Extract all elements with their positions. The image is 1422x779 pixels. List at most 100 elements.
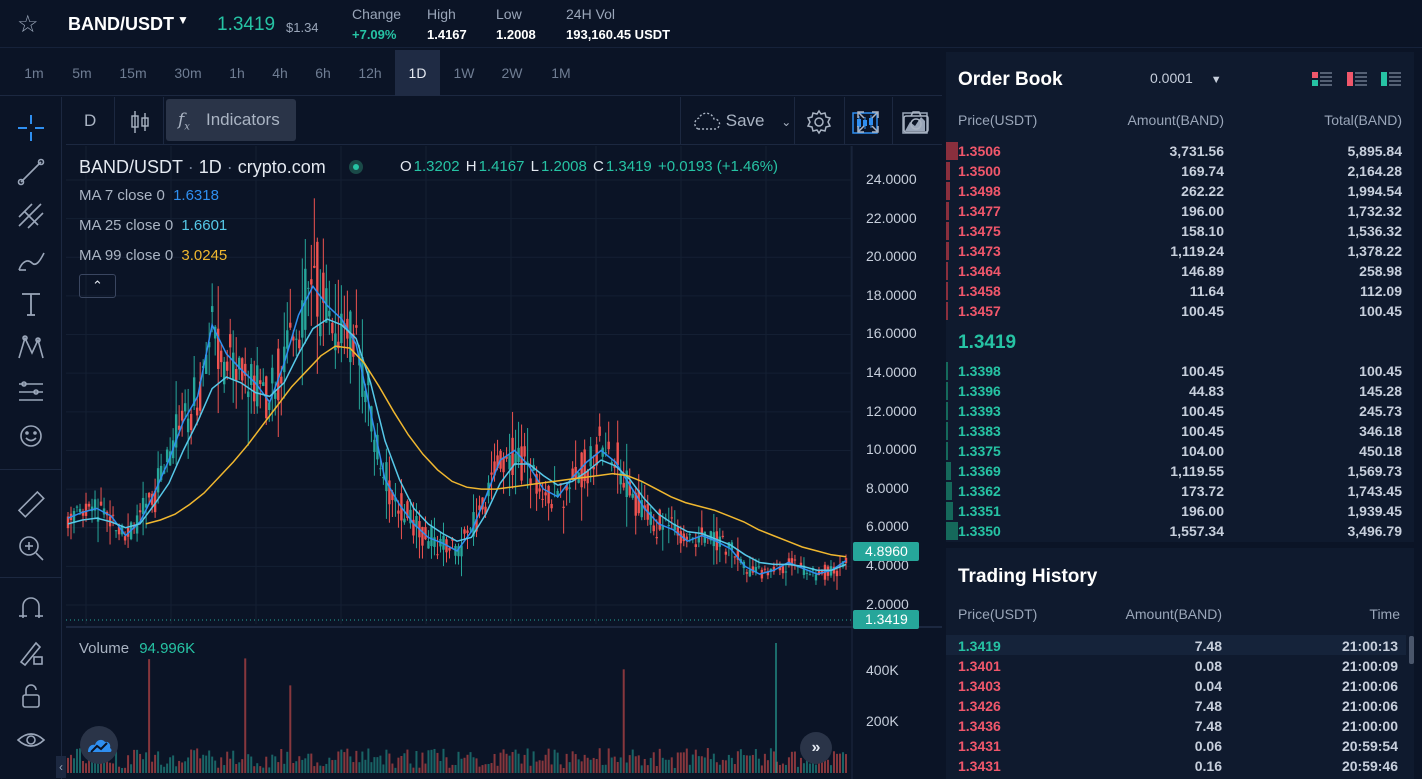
order-book-row[interactable]: 1.3506 3,731.56 5,895.84 bbox=[946, 141, 1414, 161]
trading-history-title: Trading History bbox=[958, 566, 1098, 587]
resolution-button[interactable]: D bbox=[84, 111, 97, 130]
order-book-row[interactable]: 1.3498 262.22 1,994.54 bbox=[946, 181, 1414, 201]
volume-bar bbox=[523, 754, 526, 773]
crosshair-icon[interactable] bbox=[14, 111, 48, 145]
book-bids-icon[interactable] bbox=[1381, 72, 1401, 86]
book-asks-icon[interactable] bbox=[1347, 72, 1367, 86]
order-book-row[interactable]: 1.3375 104.00 450.18 bbox=[946, 441, 1414, 461]
order-book-row[interactable]: 1.3500 169.74 2,164.28 bbox=[946, 161, 1414, 181]
interval-4h[interactable]: 4h bbox=[272, 65, 288, 81]
trade-time: 21:00:00 bbox=[1341, 718, 1398, 734]
order-book-row[interactable]: 1.3477 196.00 1,732.32 bbox=[946, 201, 1414, 221]
order-book-row[interactable]: 1.3383 100.45 346.18 bbox=[946, 421, 1414, 441]
volume-bar bbox=[142, 759, 145, 773]
volume-bar bbox=[574, 754, 577, 773]
order-book-row[interactable]: 1.3457 100.45 100.45 bbox=[946, 301, 1414, 321]
interval-12h[interactable]: 12h bbox=[358, 65, 382, 81]
trade-price: 1.3431 bbox=[958, 738, 1001, 754]
order-book-row[interactable]: 1.3393 100.45 245.73 bbox=[946, 401, 1414, 421]
order-book-row[interactable]: 1.3475 158.10 1,536.32 bbox=[946, 221, 1414, 241]
magnet-icon[interactable] bbox=[14, 591, 48, 625]
interval-1w[interactable]: 1W bbox=[453, 65, 475, 81]
order-book-row[interactable]: 1.3398 100.45 100.45 bbox=[946, 361, 1414, 381]
order-book-row[interactable]: 1.3464 146.89 258.98 bbox=[946, 261, 1414, 281]
book-both-icon[interactable] bbox=[1312, 72, 1332, 86]
collapse-legend-button[interactable]: ⌃ bbox=[79, 274, 116, 298]
interval-5m[interactable]: 5m bbox=[72, 65, 92, 81]
price-chart[interactable] bbox=[66, 146, 942, 779]
scroll-to-latest-button[interactable]: » bbox=[800, 732, 832, 764]
emoji-icon[interactable] bbox=[14, 419, 48, 453]
volume-bar bbox=[367, 748, 370, 773]
interval-1h[interactable]: 1h bbox=[229, 65, 245, 81]
lock-drawing-icon[interactable] bbox=[14, 635, 48, 669]
order-book-row[interactable]: 1.3396 44.83 145.28 bbox=[946, 381, 1414, 401]
candle-body bbox=[150, 493, 154, 505]
order-book-row[interactable]: 1.3351 196.00 1,939.45 bbox=[946, 501, 1414, 521]
volume-bar bbox=[727, 754, 730, 773]
candle-body bbox=[286, 330, 289, 349]
trade-row: 1.3419 7.48 21:00:13 bbox=[946, 635, 1406, 655]
volume-bar bbox=[625, 762, 628, 773]
last-price: 1.3419 bbox=[217, 14, 276, 35]
order-book-row[interactable]: 1.3473 1,119.24 1,378.22 bbox=[946, 241, 1414, 261]
tradingview-logo[interactable] bbox=[80, 726, 118, 764]
candle-body bbox=[397, 510, 400, 514]
brush-icon[interactable] bbox=[14, 243, 48, 277]
order-total: 346.18 bbox=[1359, 423, 1402, 439]
interval-30m[interactable]: 30m bbox=[174, 65, 202, 81]
depth-bar bbox=[946, 362, 948, 380]
candlestick-chart-icon[interactable] bbox=[852, 112, 878, 134]
candle-body bbox=[565, 485, 568, 491]
collapse-toolbar-button[interactable]: ‹ bbox=[56, 756, 66, 778]
text-tool-icon[interactable] bbox=[14, 287, 48, 321]
volume-bar bbox=[604, 764, 607, 773]
interval-1d[interactable]: 1D bbox=[395, 50, 440, 96]
order-book-row[interactable]: 1.3458 11.64 112.09 bbox=[946, 281, 1414, 301]
pair-selector[interactable]: BAND/USDT bbox=[68, 14, 174, 34]
volume-tick: 400K bbox=[866, 662, 899, 678]
settings-gear-icon[interactable] bbox=[806, 97, 832, 145]
interval-15m[interactable]: 15m bbox=[119, 65, 147, 81]
order-book-row[interactable]: 1.3350 1,557.34 3,496.79 bbox=[946, 521, 1414, 541]
volume-bar bbox=[544, 754, 547, 773]
scrollbar[interactable] bbox=[1409, 636, 1414, 664]
precision-select[interactable]: 0.0001 ▼ bbox=[1150, 70, 1222, 86]
ruler-icon[interactable] bbox=[14, 487, 48, 521]
measure-lines-icon[interactable] bbox=[14, 375, 48, 409]
volume-bar bbox=[457, 751, 460, 773]
interval-1m[interactable]: 1m bbox=[24, 65, 44, 81]
chart-style-icon[interactable] bbox=[130, 97, 150, 145]
favorite-star-icon[interactable]: ☆ bbox=[17, 11, 39, 38]
candle-body bbox=[421, 526, 424, 546]
volume-bar bbox=[337, 751, 340, 773]
eye-icon[interactable] bbox=[14, 723, 48, 757]
camera-icon[interactable] bbox=[902, 97, 930, 145]
volume-bar bbox=[70, 754, 73, 773]
candle-body bbox=[198, 381, 202, 411]
chevron-down-icon[interactable]: ▼ bbox=[177, 13, 189, 27]
fullscreen-icon[interactable] bbox=[856, 97, 880, 145]
candle-body bbox=[304, 268, 307, 330]
order-book-row[interactable]: 1.3362 173.72 1,743.45 bbox=[946, 481, 1414, 501]
interval-1m-month[interactable]: 1M bbox=[551, 65, 571, 81]
volume-bar bbox=[331, 760, 334, 773]
amount-header: Amount(BAND) bbox=[1127, 112, 1224, 128]
interval-6h[interactable]: 6h bbox=[315, 65, 331, 81]
zoom-in-icon[interactable] bbox=[14, 531, 48, 565]
volume-bar bbox=[811, 761, 814, 773]
volume-bar bbox=[433, 748, 436, 773]
order-amount: 100.45 bbox=[1181, 403, 1224, 419]
candle-body bbox=[210, 306, 214, 312]
unlock-icon[interactable] bbox=[14, 679, 48, 713]
pattern-tool-icon[interactable] bbox=[14, 331, 48, 365]
candle-body bbox=[337, 341, 340, 349]
pane-divider[interactable] bbox=[66, 626, 942, 628]
trend-line-icon[interactable] bbox=[14, 155, 48, 189]
order-book-row[interactable]: 1.3369 1,119.55 1,569.73 bbox=[946, 461, 1414, 481]
fib-tool-icon[interactable] bbox=[14, 199, 48, 233]
indicators-button[interactable]: fx Indicators bbox=[166, 99, 296, 141]
volume-bar bbox=[385, 749, 388, 773]
save-button[interactable]: Save ⌄ bbox=[691, 97, 791, 145]
interval-2w[interactable]: 2W bbox=[501, 65, 523, 81]
